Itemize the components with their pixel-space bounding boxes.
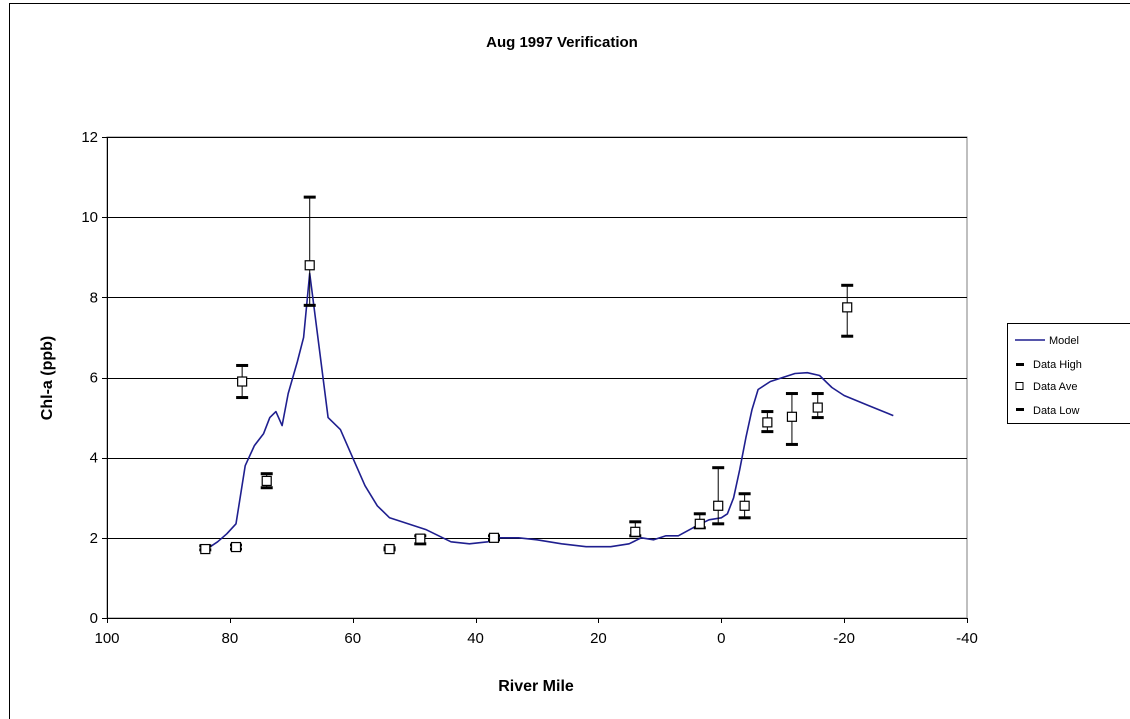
data-low-marker-3 [260,486,273,490]
tick-labels: 0 2 4 6 8 10 12 100 80 60 40 20 0 -20 -40 [81,129,978,647]
axes [102,137,968,623]
data-ave-marker-3 [261,475,272,487]
y-tick-label-4: 8 [90,289,98,306]
legend-label-data-ave: Data Ave [1033,381,1077,393]
data-ave-marker-1 [230,541,242,553]
legend: Model Data High Data Ave Data Low [1007,323,1130,424]
data-ave-marker-10 [713,500,724,511]
data-high-marker-14 [811,392,824,396]
data-low-marker-11 [738,516,751,520]
y-axis-label: Chl-a (ppb) [39,336,56,420]
data-high-marker-3 [260,472,273,476]
x-tick-label-1: 80 [222,630,239,647]
data-high-marker-11 [738,492,751,496]
y-tick-label-0: 0 [90,610,98,627]
legend-data-ave-swatch [1015,382,1024,390]
data-low-marker-4 [303,303,316,307]
data-high-marker-12 [761,410,774,414]
data-high-marker-13 [785,392,798,396]
x-tick-label-6: -20 [833,630,855,647]
data-low-marker-10 [712,522,725,526]
x-axis-label: River Mile [498,678,574,695]
data-ave-marker-11 [739,500,750,511]
y-tick-label-6: 12 [81,129,98,146]
data-low-marker-2 [236,396,249,400]
data-low-marker-6 [414,542,427,546]
y-tick-label-3: 6 [90,370,98,387]
data-high-marker-4 [303,195,316,199]
data-ave-marker-2 [237,376,248,387]
x-tick-label-2: 60 [344,630,361,647]
data-ave-marker-7 [488,532,500,543]
x-tick-label-4: 20 [590,630,607,647]
data-high-marker-9 [693,512,706,516]
legend-label-data-low: Data Low [1033,405,1080,417]
data-ave-marker-13 [786,411,798,422]
x-tick-label-5: 0 [717,630,725,647]
data-high-marker-2 [236,363,249,367]
data-ave-marker-5 [384,543,395,555]
data-high-marker-15 [841,283,854,287]
legend-label-model: Model [1049,335,1079,347]
y-tick-label-1: 2 [90,530,98,547]
x-tick-label-3: 40 [467,630,484,647]
legend-data-high-swatch [1016,363,1024,366]
data-low-marker-15 [841,334,854,338]
data-low-marker-13 [785,442,798,446]
x-tick-label-7: -40 [956,630,978,647]
data-low-marker-12 [761,430,774,434]
data-ave-marker-6 [415,533,426,544]
legend-data-low-swatch [1016,408,1024,411]
model-series [207,272,894,549]
data-series [199,195,854,555]
y-tick-label-2: 4 [90,450,98,467]
chart-title: Aug 1997 Verification [486,34,638,51]
x-tick-label-0: 100 [94,630,119,647]
data-ave-marker-14 [812,402,823,413]
data-high-marker-8 [629,520,642,524]
data-ave-marker-15 [842,302,853,313]
data-ave-marker-12 [762,417,773,428]
data-ave-marker-8 [630,526,641,537]
y-tick-label-5: 10 [81,209,98,226]
legend-label-data-high: Data High [1033,359,1082,371]
model-line [207,272,894,549]
data-high-marker-10 [712,466,725,470]
data-ave-marker-4 [304,260,315,271]
data-ave-marker-0 [200,543,211,555]
grid-lines [107,137,967,539]
data-low-marker-14 [811,416,824,420]
data-ave-marker-9 [694,518,705,529]
